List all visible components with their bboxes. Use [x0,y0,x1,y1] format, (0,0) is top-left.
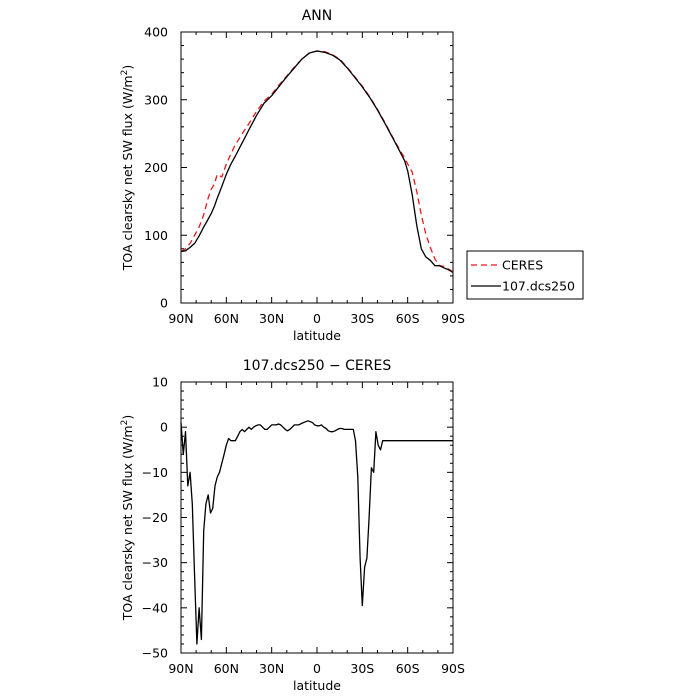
legend: CERES 107.dcs250 [466,250,584,300]
bottom-x-tick-label: 30N [259,661,284,676]
bottom-chart-panel: 107.dcs250 − CERES 90N 60N 30N 0 30S 60S 90S −50… [120,358,465,693]
top-x-tick-label: 60N [214,311,239,326]
legend-label-0: CERES [502,258,543,273]
bottom-y-tick-label: 10 [152,375,168,390]
top-y-tick-label: 400 [144,25,168,40]
legend-label-1: 107.dcs250 [502,279,575,294]
bottom-chart-title: 107.dcs250 − CERES [243,358,392,374]
bottom-y-axis-label: TOA clearsky net SW flux (W/m2) [120,415,135,621]
top-y-tick-label: 200 [144,160,168,175]
top-x-axis-label: latitude [293,328,341,343]
bottom-x-tick-label: 0 [313,661,321,676]
top-plot-frame [180,31,454,304]
top-x-tick-label: 90N [168,311,193,326]
bottom-x-tick-label: 60N [214,661,239,676]
bottom-x-tick-label: 90N [168,661,193,676]
top-series-line-107-dcs250 [180,50,454,274]
top-y-tick-label: 0 [160,296,168,311]
top-chart-panel: ANN 90N 60N 30N 0 30S 60S 90S 0 100 200 300 400 latit… [120,8,584,343]
bottom-y-tick-label: 0 [160,420,168,435]
bottom-series-line-difference [180,420,453,645]
y-label-text: TOA clearsky net SW flux (W/m [120,425,135,621]
top-y-axis-label: TOA clearsky net SW flux (W/m2) [120,65,135,271]
top-series-line-ceres [180,50,454,273]
bottom-y-tick-label: −40 [142,600,168,615]
y-label-superscript: 2 [120,420,130,426]
top-chart-title: ANN [302,8,333,24]
bottom-plot-frame [180,381,454,654]
top-x-tick-label: 30N [259,311,284,326]
bottom-x-axis-label: latitude [293,678,341,693]
bottom-x-tick-label: 60S [396,661,420,676]
top-x-tick-label: 90S [441,311,465,326]
top-y-tick-label: 300 [144,92,168,107]
top-x-tick-label: 60S [396,311,420,326]
y-label-superscript: 2 [120,70,130,76]
legend-box [466,250,584,300]
bottom-y-tick-label: −50 [142,646,168,661]
bottom-y-tick-label: −20 [142,510,168,525]
top-x-tick-label: 0 [313,311,321,326]
top-x-tick-label: 30S [350,311,374,326]
y-label-text: TOA clearsky net SW flux (W/m [120,75,135,271]
y-label-end: ) [120,65,135,70]
bottom-x-tick-label: 30S [350,661,374,676]
bottom-y-tick-label: −10 [142,465,168,480]
y-label-end: ) [120,415,135,420]
top-y-tick-label: 100 [144,228,168,243]
bottom-x-tick-label: 90S [441,661,465,676]
bottom-y-tick-label: −30 [142,555,168,570]
